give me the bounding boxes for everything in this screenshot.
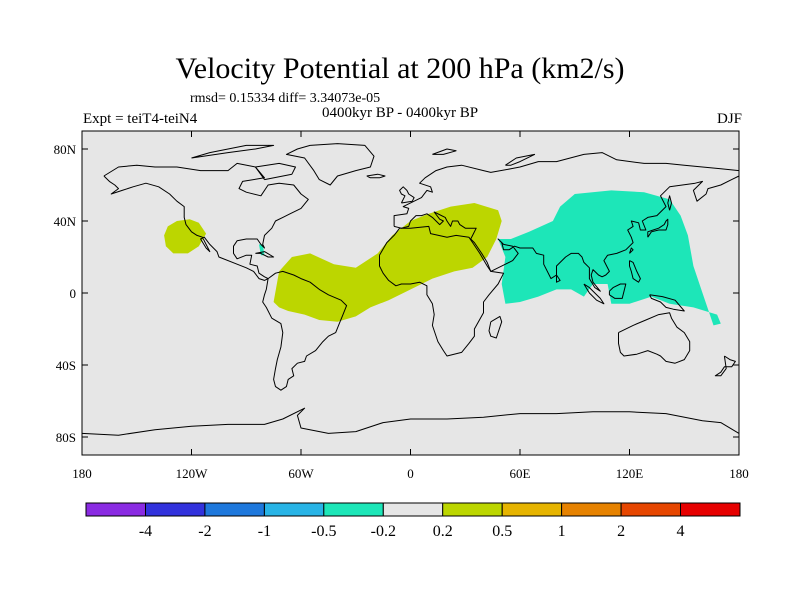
lon-tick-label: 120E: [616, 466, 644, 481]
stats-line: rmsd= 0.15334 diff= 3.34073e-05: [190, 91, 381, 106]
colorbar-label: -0.5: [311, 523, 336, 540]
lon-tick-label: 180: [72, 466, 92, 481]
lon-tick-label: 180: [729, 466, 749, 481]
colorbar-label: -2: [198, 523, 211, 540]
colorbar-swatch: [382, 502, 444, 517]
coastline-sri-lanka: [556, 274, 561, 283]
lat-tick-label: 0: [70, 286, 77, 301]
colorbar-swatch: [85, 502, 146, 517]
colorbar-swatch: [442, 502, 503, 517]
lat-tick-label: 80N: [54, 142, 77, 157]
coastline-taiwan: [629, 247, 634, 254]
coastline-britain: [399, 186, 415, 204]
coastline-borneo: [608, 283, 627, 299]
coastline-borneo-sumatra: [583, 283, 605, 305]
colorbar-swatch: [263, 502, 325, 517]
coastline-new-zealand: [714, 355, 736, 377]
coastline-japan: [647, 218, 669, 238]
lon-tick-label: 120W: [176, 466, 209, 481]
anomaly-regions: [164, 190, 721, 326]
coastline-north-america: [103, 162, 309, 281]
experiment-label: Expt = teiT4-teiN4: [83, 111, 198, 127]
coastline-cuba: [255, 251, 275, 258]
lon-tick-label: 60E: [510, 466, 531, 481]
lat-tick-label: 40S: [56, 358, 76, 373]
coastline-sakhalin: [667, 195, 672, 211]
coastline-madagascar: [488, 315, 503, 339]
colorbar-swatch: [323, 502, 384, 517]
coastline-new-guinea: [649, 294, 685, 312]
colorbar-swatch: [680, 502, 741, 517]
region-negative-anomaly-indo-pacific: [498, 190, 721, 326]
coastline-eurasia: [393, 152, 740, 292]
region-positive-anomaly-atlantic-africa: [273, 203, 502, 322]
coastline-novaya-zemlya: [505, 153, 536, 166]
coastline-baffin-island: [254, 162, 296, 181]
colorbar-label: -4: [139, 523, 152, 540]
coastline-australia: [618, 312, 691, 364]
colorbar-label: 0.2: [433, 523, 453, 540]
colorbar-swatch: [620, 502, 682, 517]
colorbar-label: -0.2: [371, 523, 396, 540]
lon-tick-label: 60W: [288, 466, 314, 481]
coastline-antarctica: [81, 407, 740, 436]
season-label: DJF: [716, 111, 742, 127]
coastline-south-america: [262, 270, 348, 391]
region-positive-anomaly-north-america: [164, 219, 207, 254]
lat-tick-label: 40N: [54, 214, 77, 229]
coastline-greenland: [285, 143, 375, 186]
colorbar-swatch: [561, 502, 622, 517]
colorbar-swatch: [501, 502, 563, 517]
colorbar-swatch: [145, 502, 206, 517]
lat-tick-label: 80S: [56, 430, 76, 445]
coastline-philippines: [629, 260, 641, 283]
colorbar-swatch: [204, 502, 265, 517]
colorbar-label: 0.5: [492, 523, 512, 540]
coastline-africa: [379, 225, 505, 357]
plot-title: Velocity Potential at 200 hPa (km2/s): [175, 52, 625, 85]
coastline-iceland: [366, 173, 386, 179]
period-label: 0400kyr BP - 0400kyr BP: [322, 105, 479, 121]
colorbar-label: -1: [258, 523, 271, 540]
lon-tick-label: 0: [407, 466, 414, 481]
coastlines: [81, 143, 740, 436]
colorbar-label: 1: [558, 523, 566, 540]
colorbar-label: 2: [617, 523, 625, 540]
coastline-svalbard: [432, 148, 457, 155]
colorbar-label: 4: [677, 523, 685, 540]
coastline-arctic-islands: [191, 144, 275, 159]
axis-ticks: 80N 40N 0 40S 80S 180 120W 60W 0 60E 120E 180: [54, 131, 749, 481]
colorbar: -4 -2 -1 -0.5 -0.2 0.2 0.5 1 2 4: [85, 502, 741, 540]
